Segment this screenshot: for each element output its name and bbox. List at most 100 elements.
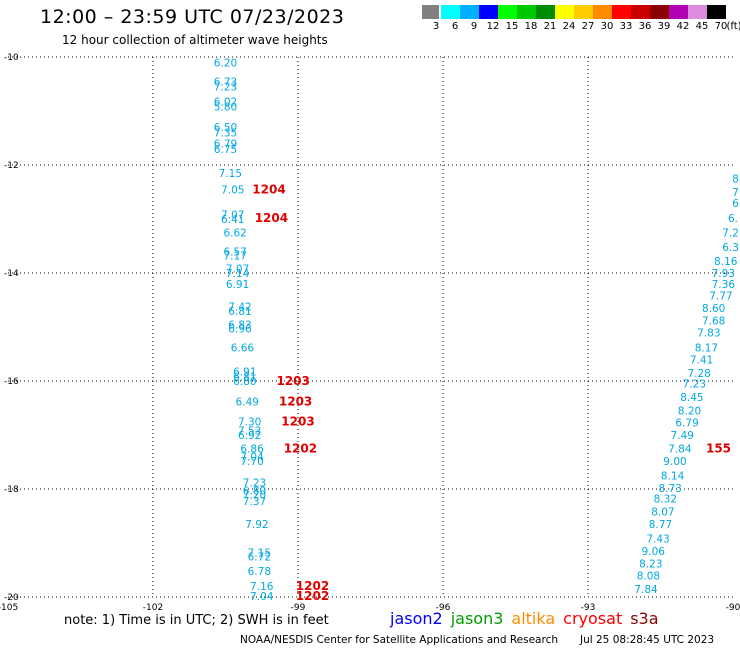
time-label: 1204 bbox=[255, 211, 288, 225]
wave-height-label: 7.53 bbox=[238, 426, 261, 438]
wave-height-label: 7 bbox=[732, 187, 739, 199]
legend-label-3: 3 bbox=[432, 21, 440, 32]
legend-swatch-6 bbox=[441, 5, 460, 19]
wave-height-label: 8 bbox=[732, 174, 739, 186]
time-label: 155 bbox=[706, 442, 731, 456]
wave-height-label: 8.14 bbox=[661, 471, 685, 483]
legend-swatch-70 bbox=[707, 5, 726, 19]
wave-height-label: 7.49 bbox=[671, 430, 694, 442]
wave-height-label: 7.23 bbox=[243, 478, 266, 490]
wave-height-label: 8.07 bbox=[651, 507, 674, 519]
legend-swatch-3 bbox=[422, 5, 439, 19]
lon-tick-label: -105 bbox=[0, 603, 18, 613]
legend-swatch-12 bbox=[479, 5, 498, 19]
wave-height-label: 7.43 bbox=[646, 534, 669, 546]
wave-height-label: 8.17 bbox=[695, 343, 718, 355]
satellite-jason3: jason3 bbox=[450, 609, 504, 628]
legend-swatch-45 bbox=[688, 5, 707, 19]
legend-unit: (ft) bbox=[726, 21, 740, 32]
wave-height-label: 6.79 bbox=[675, 418, 698, 430]
wave-height-label: 7.30 bbox=[238, 417, 261, 429]
wave-height-label: 7.17 bbox=[223, 251, 246, 263]
legend-label-15: 15 bbox=[505, 21, 519, 32]
time-label: 1203 bbox=[281, 415, 314, 429]
wave-height-label: 7.14 bbox=[226, 268, 250, 280]
legend-swatch-15 bbox=[498, 5, 517, 19]
wave-height-label: 7.36 bbox=[712, 279, 736, 291]
wave-height-label: 7.92 bbox=[245, 519, 268, 531]
wave-height-label: 7.20 bbox=[243, 489, 266, 501]
legend-swatch-36 bbox=[631, 5, 650, 19]
legend-label-21: 21 bbox=[543, 21, 557, 32]
legend-label-27: 27 bbox=[581, 21, 595, 32]
wave-height-label: 6.49 bbox=[236, 397, 259, 409]
wave-height-label: 6.20 bbox=[214, 57, 237, 69]
wave-height-label: 7.28 bbox=[687, 368, 710, 380]
wave-height-label: 6.72 bbox=[248, 552, 271, 564]
wave-height-label: 7.84 bbox=[634, 584, 658, 596]
lon-tick-label: -90 bbox=[726, 603, 740, 613]
wave-height-label: 7.2 bbox=[722, 228, 739, 240]
legend-label-70: 70 bbox=[714, 21, 728, 32]
legend-label-42: 42 bbox=[676, 21, 690, 32]
wave-height-label: 8.45 bbox=[680, 392, 703, 404]
legend-swatch-42 bbox=[669, 5, 688, 19]
wave-height-label: 7.68 bbox=[702, 316, 725, 328]
wave-height-label: 7.23 bbox=[683, 379, 706, 391]
wave-height-label: 8.23 bbox=[639, 559, 662, 571]
satellite-jason2: jason2 bbox=[390, 609, 443, 628]
wave-height-label: 7.42 bbox=[228, 301, 251, 313]
wave-height-label: 7.07 bbox=[221, 210, 244, 222]
legend-label-18: 18 bbox=[524, 21, 538, 32]
wave-height-label: 6.83 bbox=[228, 319, 251, 331]
wave-height-label: 8.08 bbox=[637, 570, 660, 582]
wave-height-label: 6.86 bbox=[240, 444, 264, 456]
legend-swatch-24 bbox=[555, 5, 574, 19]
wave-height-label: 6. bbox=[728, 213, 738, 225]
lon-tick-label: -102 bbox=[143, 603, 163, 613]
wave-height-label: 7.77 bbox=[709, 291, 732, 303]
legend-swatch-18 bbox=[517, 5, 536, 19]
legend-swatch-21 bbox=[536, 5, 555, 19]
wave-height-label: 7.15 bbox=[248, 548, 271, 560]
time-label: 1202 bbox=[296, 579, 329, 593]
wave-height-label: 7.05 bbox=[221, 184, 244, 196]
wave-height-label: 7.70 bbox=[240, 456, 263, 468]
wave-height-label: 8.77 bbox=[649, 519, 672, 531]
wave-height-label: 8.60 bbox=[702, 303, 725, 315]
wave-height-label: 6.62 bbox=[223, 228, 246, 240]
wave-height-label: 6.91 bbox=[233, 366, 256, 378]
wave-height-label: 6 bbox=[732, 198, 739, 210]
wave-height-label: 7.23 bbox=[214, 82, 237, 94]
wave-height-label: 6.3 bbox=[722, 242, 739, 254]
wave-height-label: 6.50 bbox=[214, 122, 237, 134]
footer-timestamp: Jul 25 08:28:45 UTC 2023 bbox=[580, 634, 715, 646]
wave-height-label: 8.20 bbox=[678, 406, 701, 418]
wave-height-label: 6.81 bbox=[233, 372, 256, 384]
footer-credit: NOAA/NESDIS Center for Satellite Applica… bbox=[240, 634, 558, 646]
wave-height-label: 8.16 bbox=[714, 256, 738, 268]
wave-height-label: 7.37 bbox=[243, 496, 266, 508]
wave-height-label: 6.78 bbox=[248, 566, 271, 578]
time-label: 1202 bbox=[296, 589, 329, 603]
lat-tick-label: -16 bbox=[4, 377, 19, 387]
lat-tick-label: -10 bbox=[4, 53, 19, 63]
lat-tick-label: -14 bbox=[4, 269, 19, 279]
legend-label-33: 33 bbox=[619, 21, 633, 32]
wave-height-label: 6.96 bbox=[228, 324, 252, 336]
footer-note: note: 1) Time is in UTC; 2) SWH is in fe… bbox=[64, 613, 329, 628]
page-title: 12:00 – 23:59 UTC 07/23/2023 bbox=[40, 6, 345, 28]
wave-height-label: 6.79 bbox=[214, 138, 237, 150]
lon-tick-label: -99 bbox=[291, 603, 306, 613]
wave-height-label: 9.06 bbox=[642, 546, 666, 558]
wave-height-label: 6.57 bbox=[223, 246, 246, 258]
satellite-cryosat: cryosat bbox=[563, 609, 623, 628]
lat-tick-label: -12 bbox=[4, 161, 19, 171]
time-label: 1204 bbox=[252, 182, 285, 196]
legend-label-9: 9 bbox=[470, 21, 478, 32]
wave-height-label: 8.73 bbox=[658, 483, 681, 495]
wave-height-label: 6.80 bbox=[243, 486, 266, 498]
wave-height-label: 7.35 bbox=[214, 128, 237, 140]
legend-swatch-39 bbox=[650, 5, 669, 19]
